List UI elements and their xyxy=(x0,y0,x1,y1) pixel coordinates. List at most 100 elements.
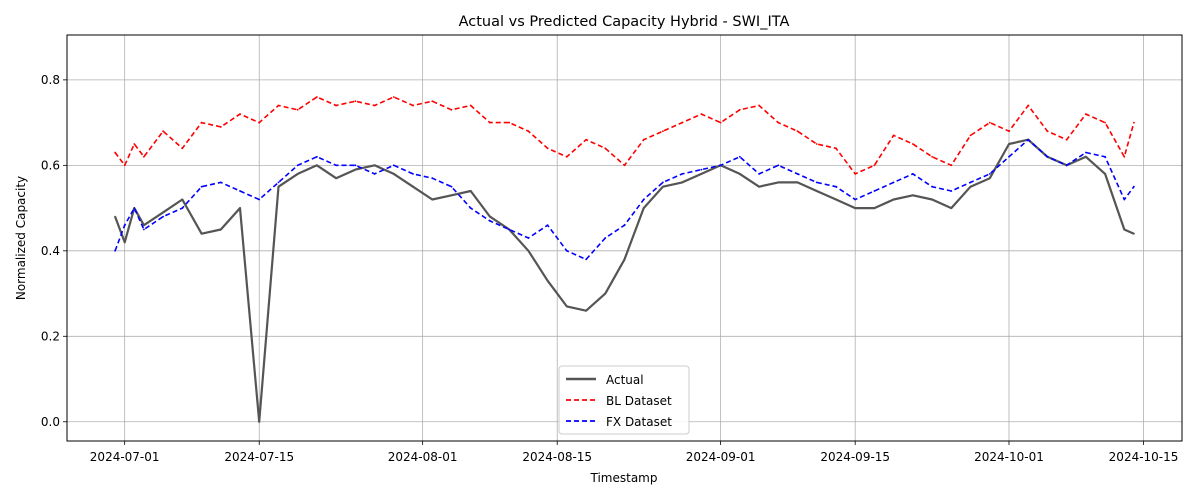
data-point-actual xyxy=(969,185,972,188)
data-point-actual xyxy=(123,241,126,244)
data-point-actual xyxy=(738,173,741,175)
data-point-actual xyxy=(296,173,299,175)
data-point-fx-dataset xyxy=(412,173,414,175)
data-point-bl-dataset xyxy=(700,113,703,115)
data-point-actual xyxy=(392,173,395,175)
plot-border xyxy=(66,34,1183,442)
data-point-bl-dataset xyxy=(527,130,530,133)
data-point-fx-dataset xyxy=(527,237,530,239)
data-point-fx-dataset xyxy=(969,181,972,184)
x-tick-label: 2024-09-15 xyxy=(820,450,890,464)
data-point-bl-dataset xyxy=(296,108,299,111)
data-point-fx-dataset xyxy=(719,164,722,167)
data-point-actual xyxy=(431,198,434,201)
data-point-actual xyxy=(162,211,165,214)
data-point-fx-dataset xyxy=(373,173,376,175)
data-point-bl-dataset xyxy=(604,147,607,150)
data-point-bl-dataset xyxy=(777,121,780,124)
data-point-fx-dataset xyxy=(700,168,703,171)
data-point-fx-dataset xyxy=(431,177,434,180)
data-point-bl-dataset xyxy=(181,147,184,150)
data-point-actual xyxy=(758,185,760,188)
data-point-bl-dataset xyxy=(1027,104,1030,107)
data-point-fx-dataset xyxy=(931,185,933,188)
data-point-fx-dataset xyxy=(988,173,991,175)
data-point-fx-dataset xyxy=(450,185,453,188)
data-point-bl-dataset xyxy=(489,121,491,124)
data-point-bl-dataset xyxy=(1085,113,1087,115)
data-point-fx-dataset xyxy=(114,249,116,252)
data-point-actual xyxy=(854,207,857,210)
data-point-fx-dataset xyxy=(239,190,241,192)
data-point-actual xyxy=(912,194,914,197)
data-point-bl-dataset xyxy=(219,126,222,128)
data-point-bl-dataset xyxy=(335,104,337,107)
data-point-fx-dataset xyxy=(642,198,645,201)
data-point-fx-dataset xyxy=(258,198,261,201)
data-point-fx-dataset xyxy=(392,164,395,167)
data-point-bl-dataset xyxy=(1133,121,1135,124)
data-point-fx-dataset xyxy=(1123,198,1126,201)
y-tick-label: 0.6 xyxy=(41,158,60,172)
data-point-fx-dataset xyxy=(219,181,222,184)
data-point-actual xyxy=(181,198,184,201)
x-tick-label: 2024-08-15 xyxy=(522,450,592,464)
data-point-actual xyxy=(1008,143,1010,145)
data-point-actual xyxy=(988,177,991,180)
series-line-bl-dataset xyxy=(114,96,1135,175)
data-point-fx-dataset xyxy=(335,164,337,167)
data-point-bl-dataset xyxy=(623,164,626,167)
data-point-bl-dataset xyxy=(835,147,837,150)
data-point-actual xyxy=(1123,228,1126,231)
data-point-actual xyxy=(700,173,703,175)
data-point-bl-dataset xyxy=(114,151,116,154)
data-point-fx-dataset xyxy=(1065,164,1068,167)
data-point-bl-dataset xyxy=(277,104,280,107)
data-point-bl-dataset xyxy=(392,96,395,98)
data-point-bl-dataset xyxy=(1104,121,1106,124)
data-point-bl-dataset xyxy=(815,143,818,145)
data-point-bl-dataset xyxy=(546,147,549,150)
data-point-bl-dataset xyxy=(854,173,857,175)
data-point-actual xyxy=(219,228,222,231)
x-tick-label: 2024-09-01 xyxy=(686,450,756,464)
legend-label-fx: FX Dataset xyxy=(606,415,672,429)
data-point-bl-dataset xyxy=(565,155,568,158)
data-point-actual xyxy=(565,305,568,308)
data-point-bl-dataset xyxy=(508,121,511,124)
data-point-fx-dataset xyxy=(508,228,511,231)
data-point-actual xyxy=(642,207,645,210)
data-point-bl-dataset xyxy=(912,143,914,145)
data-point-fx-dataset xyxy=(796,173,799,175)
legend: Actual BL Dataset FX Dataset xyxy=(558,365,690,435)
data-point-bl-dataset xyxy=(354,100,357,103)
data-point-fx-dataset xyxy=(854,198,857,201)
data-point-fx-dataset xyxy=(316,155,318,158)
data-point-bl-dataset xyxy=(1065,138,1068,141)
data-point-fx-dataset xyxy=(835,185,837,188)
data-point-actual xyxy=(1104,173,1106,175)
data-point-actual xyxy=(354,168,357,171)
y-tick-label: 0.2 xyxy=(41,329,60,343)
data-point-bl-dataset xyxy=(969,134,972,137)
data-point-actual xyxy=(489,215,491,218)
data-point-actual xyxy=(546,279,549,282)
data-point-fx-dataset xyxy=(681,173,684,175)
data-point-bl-dataset xyxy=(133,143,136,145)
data-point-fx-dataset xyxy=(873,190,876,192)
data-point-fx-dataset xyxy=(950,190,953,192)
data-point-fx-dataset xyxy=(469,207,472,210)
data-point-fx-dataset xyxy=(623,224,626,227)
data-point-actual xyxy=(835,198,837,201)
data-point-fx-dataset xyxy=(162,215,165,218)
data-point-bl-dataset xyxy=(988,121,991,124)
data-point-actual xyxy=(815,190,818,192)
data-point-fx-dataset xyxy=(565,249,568,252)
y-tick-label: 0.8 xyxy=(41,73,60,87)
legend-box xyxy=(558,365,690,435)
data-point-actual xyxy=(277,185,280,188)
data-point-fx-dataset xyxy=(585,258,587,261)
data-point-actual xyxy=(585,309,587,312)
data-point-fx-dataset xyxy=(277,181,280,184)
data-point-fx-dataset xyxy=(604,237,607,239)
